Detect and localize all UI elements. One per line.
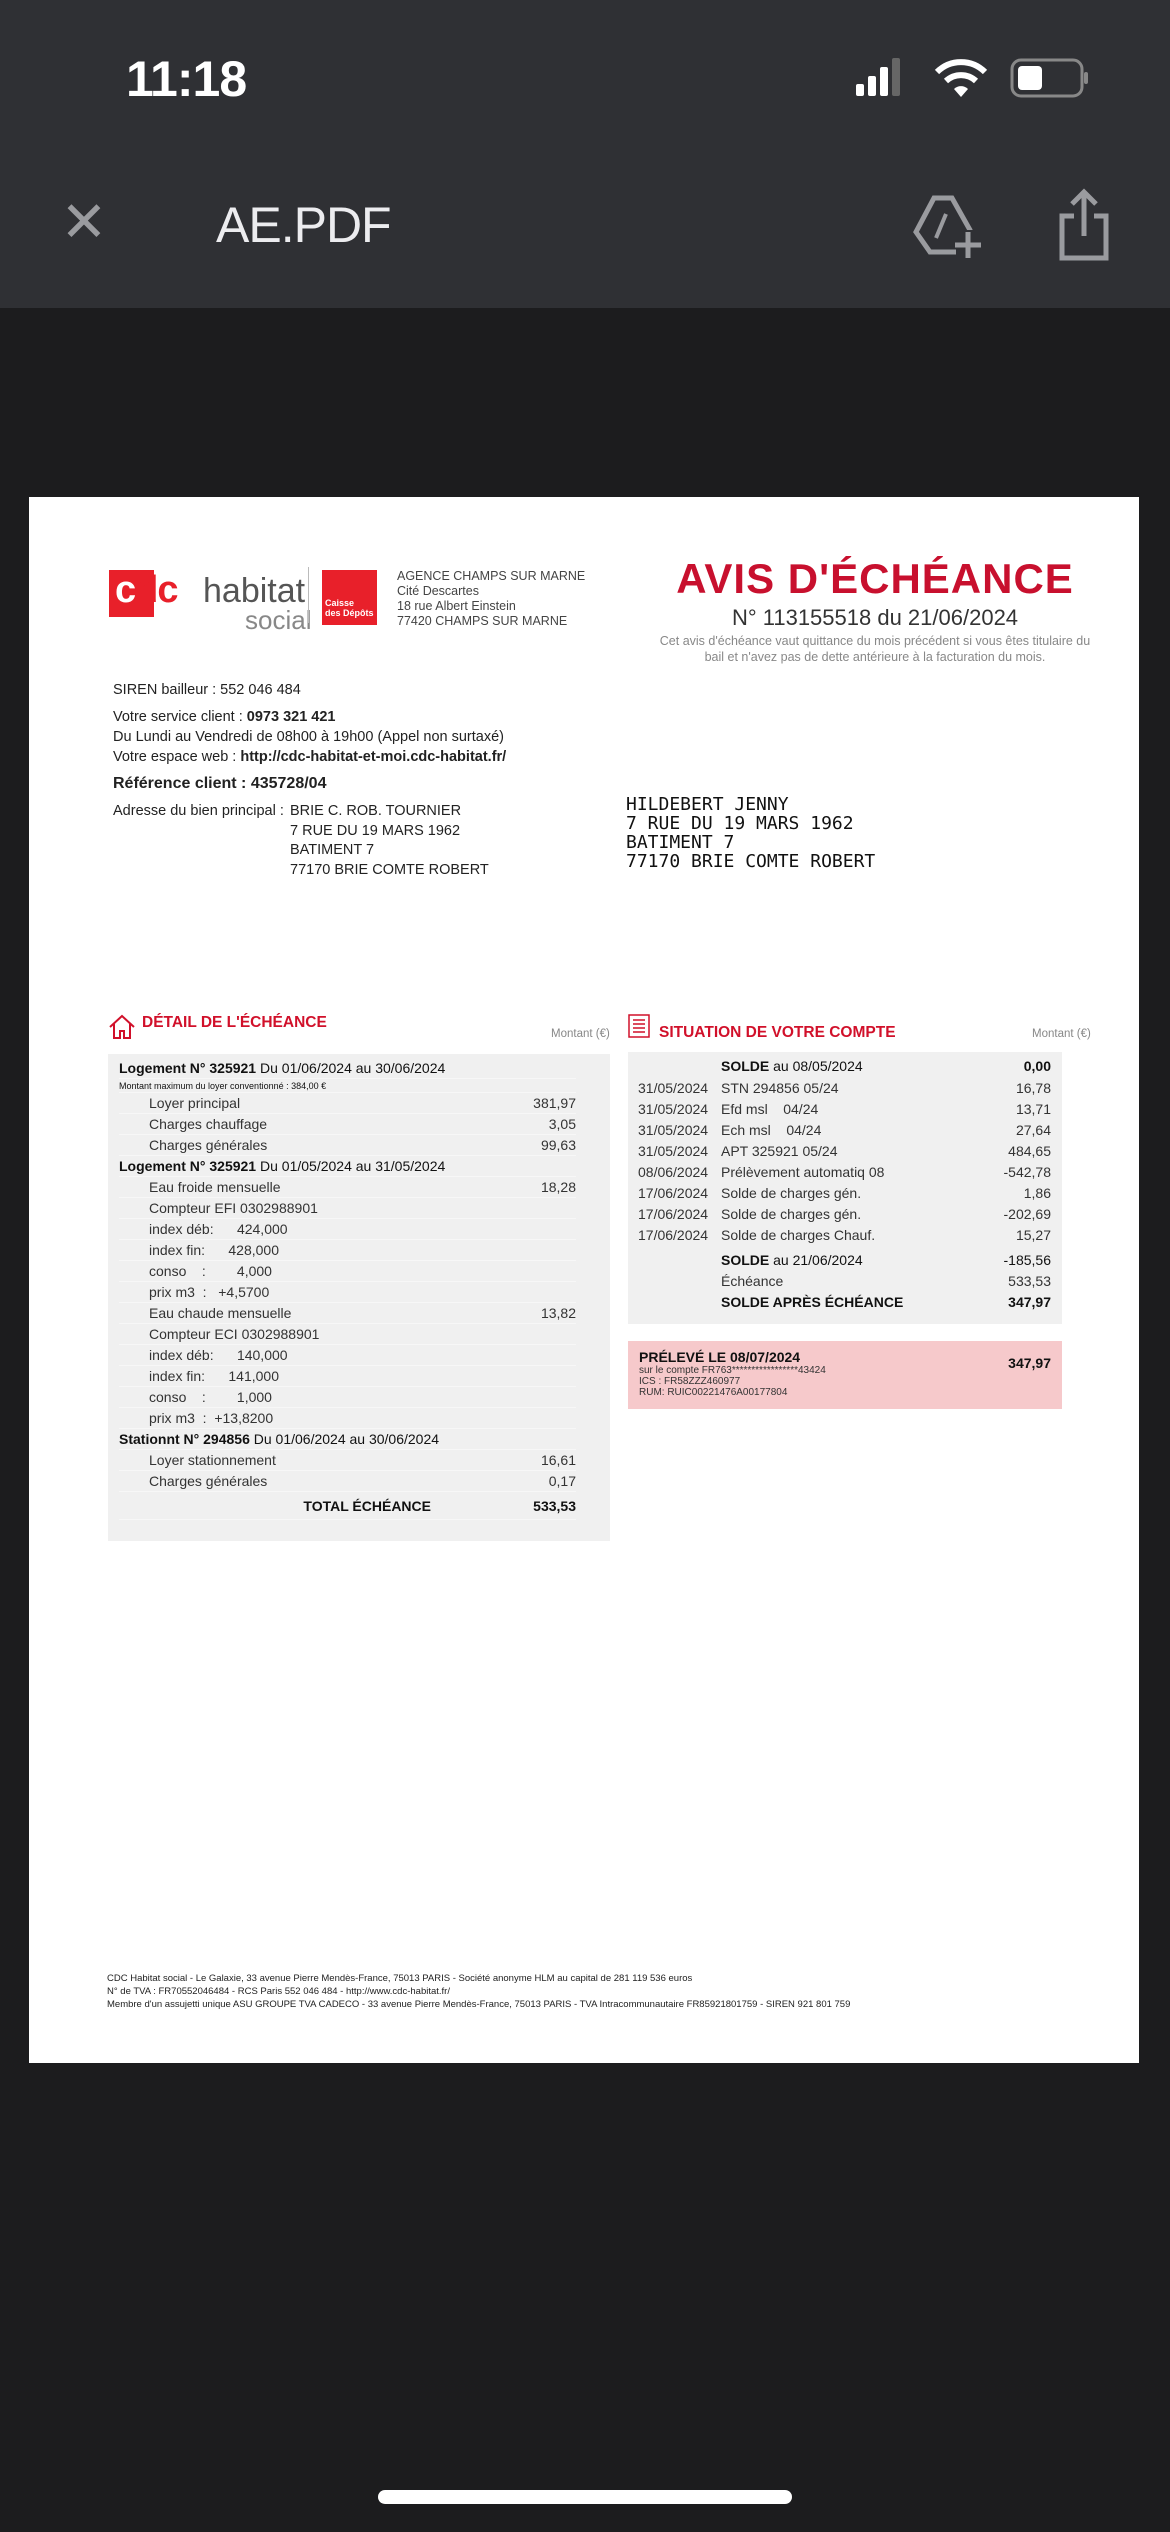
web-link[interactable]: http://cdc-habitat-et-moi.cdc-habitat.fr… [240,749,507,765]
detail-line: Compteur EFI 0302988901 [119,1198,576,1219]
detail-line: index déb: 140,000 [119,1345,576,1366]
property-address: Adresse du bien principal : BRIE C. ROB.… [113,803,489,878]
share-icon[interactable] [1058,188,1110,262]
detail-line: Eau froide mensuelle 18,28 [119,1177,576,1198]
siren: SIREN bailleur : 552 046 484 [113,682,301,698]
debit-rum: RUM: RUIC00221476A00177804 [639,1387,788,1398]
house-icon [109,1014,135,1039]
close-icon[interactable]: ✕ [60,190,108,253]
detail-section-header: Stationnt N° 294856 Du 01/06/2024 au 30/… [119,1429,576,1450]
detail-line: Loyer stationnement 16,61 [119,1450,576,1471]
signal-icon [856,58,900,96]
notice-header: AVIS D'ÉCHÉANCE N° 113155518 du 21/06/20… [615,555,1135,665]
debit-account: sur le compte FR763*****************4342… [639,1365,826,1376]
amount-header: Montant (€) [1032,1028,1091,1040]
transaction-row: 31/05/2024 STN 294856 05/24 16,78 [638,1079,1051,1096]
opening-balance: SOLDE au 08/05/2024 0,00 [721,1058,1051,1074]
battery-icon [1010,58,1088,98]
detail-line: prix m3 : +4,5700 [119,1282,576,1303]
transaction-row: 31/05/2024 APT 325921 05/24 484,65 [638,1142,1051,1159]
top-bar: 11:18 ✕ AE.PDF [0,0,1170,308]
detail-table: Logement N° 325921 Du 01/06/2024 au 30/0… [108,1054,610,1541]
logo-habitat-text: habitat [203,572,306,610]
direct-debit-box: PRÉLEVÉ LE 08/07/2024 sur le compte FR76… [628,1341,1062,1409]
detail-line: index déb: 424,000 [119,1219,576,1240]
recipient-address: HILDEBERT JENNY 7 RUE DU 19 MARS 1962 BATI… [626,794,876,872]
closing-balance: SOLDE au 21/06/2024 -185,56 [721,1251,1051,1268]
detail-line: Charges générales 99,63 [119,1135,576,1156]
account-title: SITUATION DE VOTRE COMPTE [659,1024,896,1041]
notice-number: N° 113155518 du 21/06/2024 [731,605,1019,630]
agency-line: 18 rue Albert Einstein [397,599,516,613]
transaction-row: 08/06/2024 Prélèvement automatiq 08 -542,7… [638,1163,1051,1180]
detail-title: DÉTAIL DE L'ÉCHÉANCE [142,1014,327,1031]
detail-line: Eau chaude mensuelle 13,82 [119,1303,576,1324]
home-indicator[interactable] [378,2490,792,2504]
debit-amount: 347,97 [1008,1355,1051,1371]
cdc-logo-text: cdc [115,569,178,611]
debit-ics: ICS : FR58ZZZ460977 [639,1376,741,1387]
logo-social-text: social [245,605,312,635]
notice-note: Cet avis d'échéance vaut quittance du mo… [659,634,1091,664]
detail-line: conso : 4,000 [119,1261,576,1282]
client-reference: Référence client : 435728/04 [113,775,327,792]
detail-line: Charges chauffage 3,05 [119,1114,576,1135]
detail-section-header: Logement N° 325921 Du 01/05/2024 au 31/0… [119,1156,576,1177]
detail-line: Charges générales 0,17 [119,1471,576,1492]
detail-line: prix m3 : +13,8200 [119,1408,576,1429]
detail-line: index fin: 428,000 [119,1240,576,1261]
detail-line: Compteur ECI 0302988901 [119,1324,576,1345]
service-client: Votre service client : 0973 321 421 [113,709,336,725]
echeance-row: Échéance 533,53 [721,1272,1051,1289]
detail-line: index fin: 141,000 [119,1366,576,1387]
service-hours: Du Lundi au Vendredi de 08h00 à 19h00 (A… [113,729,504,745]
legal-footer: CDC Habitat social - Le Galaxie, 33 aven… [107,1973,851,2010]
agency-line: Cité Descartes [397,584,479,598]
wifi-icon [934,59,988,97]
caisse-depots-logo: Caisse des Dépôts [322,570,377,625]
transaction-row: 31/05/2024 Efd msl 04/24 13,71 [638,1100,1051,1117]
account-table: SOLDE au 08/05/2024 0,00 31/05/2024 STN 29… [628,1052,1062,1324]
total-row: TOTAL ÉCHÉANCE 533,53 [119,1492,576,1520]
markup-plus-icon[interactable] [910,192,982,264]
detail-section-header: Logement N° 325921 Du 01/06/2024 au 30/0… [119,1058,576,1079]
balance-after: SOLDE APRÈS ÉCHÉANCE 347,97 [721,1293,1051,1310]
document-title: AE.PDF [216,197,392,253]
transaction-row: 17/06/2024 Solde de charges gén. -202,69 [638,1205,1051,1222]
detail-line: Loyer principal 381,97 [119,1093,576,1114]
transaction-row: 17/06/2024 Solde de charges Chauf. 15,27 [638,1226,1051,1243]
landlord-info: SIREN bailleur : 552 046 484 Votre servi… [113,680,506,794]
pdf-page: cdc habitat social Caisse des Dépôts AGEN… [29,497,1139,2063]
transaction-row: 31/05/2024 Ech msl 04/24 27,64 [638,1121,1051,1138]
status-time: 11:18 [126,51,247,107]
amount-header: Montant (€) [551,1028,610,1040]
agency-line: 77420 CHAMPS SUR MARNE [397,614,568,628]
agency-address: AGENCE CHAMPS SUR MARNE Cité Descartes 1… [397,569,585,629]
detail-line: conso : 1,000 [119,1387,576,1408]
debit-date: PRÉLEVÉ LE 08/07/2024 [639,1349,801,1365]
notice-title: AVIS D'ÉCHÉANCE [676,555,1074,602]
logo-divider [308,567,309,623]
web-space: Votre espace web : http://cdc-habitat-et… [113,749,507,765]
detail-note: Montant maximum du loyer conventionné : … [119,1079,576,1093]
transaction-row: 17/06/2024 Solde de charges gén. 1,86 [638,1184,1051,1201]
statement-icon [628,1014,650,1038]
cdc-logo [109,570,154,617]
agency-line: AGENCE CHAMPS SUR MARNE [397,569,586,583]
